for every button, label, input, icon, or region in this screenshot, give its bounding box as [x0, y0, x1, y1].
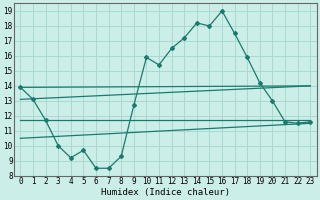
X-axis label: Humidex (Indice chaleur): Humidex (Indice chaleur) [101, 188, 230, 197]
